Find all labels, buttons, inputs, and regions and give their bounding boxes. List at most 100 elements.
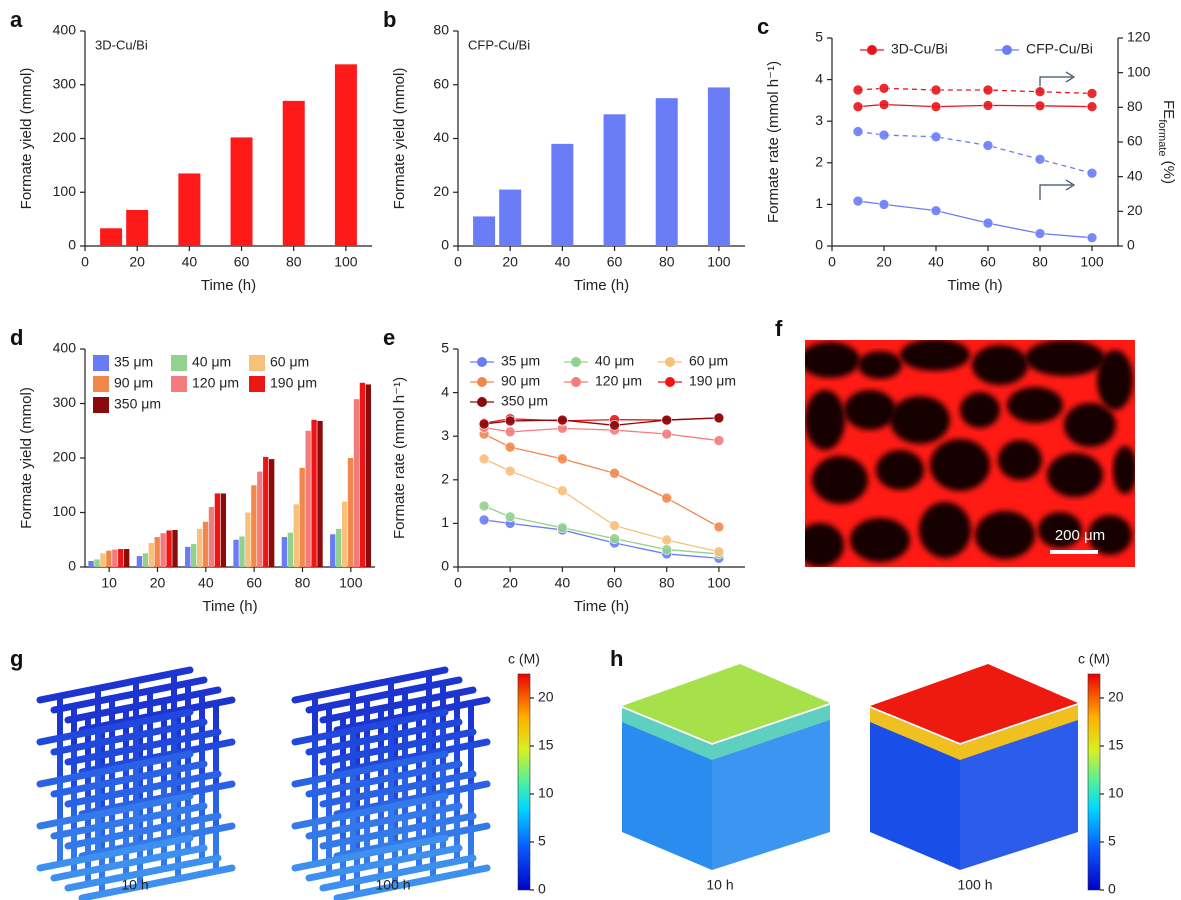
bar xyxy=(342,502,347,567)
y-tick-label: 4 xyxy=(441,383,449,399)
pore xyxy=(919,502,971,558)
x-tick-label: 20 xyxy=(129,254,145,270)
pore xyxy=(998,440,1042,480)
y2-tick-label: 60 xyxy=(1127,133,1143,149)
bar xyxy=(348,458,353,567)
point xyxy=(1087,88,1097,98)
bar xyxy=(473,216,495,246)
x-tick-label: 80 xyxy=(286,254,302,270)
legend-label: 120 μm xyxy=(595,373,642,389)
point xyxy=(853,102,863,112)
x-tick-label: 40 xyxy=(928,254,944,270)
legend-label: 40 μm xyxy=(595,353,634,369)
caption: 100 h xyxy=(957,877,992,893)
bar xyxy=(360,383,365,567)
bar xyxy=(257,472,262,567)
y2-tick-label: 40 xyxy=(1127,167,1143,183)
y-tick-label: 0 xyxy=(68,237,76,253)
bar xyxy=(294,504,299,567)
point xyxy=(610,420,620,430)
y-tick-label: 300 xyxy=(53,394,77,410)
pore xyxy=(1097,350,1133,410)
point xyxy=(983,85,993,95)
point xyxy=(479,454,489,464)
bar xyxy=(155,537,160,567)
bar xyxy=(178,173,200,246)
x-tick-label: 100 xyxy=(707,254,731,270)
point xyxy=(557,523,567,533)
pore xyxy=(890,396,950,444)
point xyxy=(1035,229,1045,239)
legend-marker xyxy=(867,45,877,55)
pore xyxy=(972,345,1028,385)
y-tick-label: 4 xyxy=(815,70,823,86)
bar xyxy=(317,421,322,567)
legend-marker xyxy=(477,397,487,407)
legend-marker xyxy=(477,377,487,387)
bar xyxy=(172,530,177,567)
caption: 10 h xyxy=(121,877,148,893)
point xyxy=(557,415,567,425)
series-line xyxy=(484,459,719,552)
point xyxy=(610,521,620,531)
x-tick-label: 60 xyxy=(980,254,996,270)
y-tick-label: 400 xyxy=(53,22,77,38)
bar xyxy=(288,533,293,567)
point xyxy=(662,415,672,425)
bar xyxy=(149,543,154,567)
legend-label: 60 μm xyxy=(270,354,309,370)
x-tick-label: 60 xyxy=(234,254,250,270)
colorbar-title: c (M) xyxy=(1078,651,1110,667)
legend-label: 350 μm xyxy=(114,396,161,412)
point xyxy=(662,545,672,555)
x-tick-label: 80 xyxy=(659,575,675,591)
series-line xyxy=(858,105,1092,107)
caption: 10 h xyxy=(706,877,733,893)
bar xyxy=(708,87,730,246)
pore xyxy=(960,392,1000,428)
x-tick-label: 20 xyxy=(502,575,518,591)
y-axis-label: Formate rate (mmol h⁻¹) xyxy=(765,61,782,223)
y-axis-label: Formate yield (mmol) xyxy=(18,68,35,210)
bar xyxy=(354,399,359,567)
y-tick-label: 3 xyxy=(441,427,449,443)
bar xyxy=(100,553,105,567)
bar xyxy=(604,114,626,246)
legend-swatch xyxy=(249,376,265,392)
x-tick-label: 0 xyxy=(81,254,89,270)
legend-swatch xyxy=(171,355,187,371)
pore xyxy=(1064,403,1116,447)
point xyxy=(879,199,889,209)
figure: 0100200300400020406080100Time (h)Formate… xyxy=(0,0,1181,900)
bar xyxy=(106,551,111,567)
bar xyxy=(282,537,287,567)
bar xyxy=(239,536,244,567)
series-line xyxy=(484,506,719,554)
bar xyxy=(126,210,148,246)
bar xyxy=(166,530,171,567)
bar xyxy=(335,64,357,246)
point xyxy=(505,512,515,522)
pore xyxy=(796,523,844,567)
y-tick-label: 5 xyxy=(441,340,449,356)
x-tick-label: 10 xyxy=(101,575,117,591)
point xyxy=(479,501,489,511)
y-tick-label: 60 xyxy=(433,75,449,91)
point xyxy=(662,493,672,503)
bar xyxy=(88,561,93,567)
bar xyxy=(366,384,371,567)
x-tick-label: 100 xyxy=(339,575,363,591)
y-tick-label: 200 xyxy=(53,449,77,465)
point xyxy=(714,522,724,532)
lattice xyxy=(295,670,487,898)
y-axis-label: Formate yield (mmol) xyxy=(18,387,35,529)
page: 0100200300400020406080100Time (h)Formate… xyxy=(0,0,1181,900)
pore xyxy=(805,390,845,450)
bar xyxy=(233,540,238,567)
colorbar-tick-label: 20 xyxy=(1108,689,1124,705)
panel-label: d xyxy=(10,325,23,350)
bar xyxy=(551,144,573,246)
x-tick-label: 60 xyxy=(607,575,623,591)
bar xyxy=(185,547,190,567)
y-tick-label: 80 xyxy=(433,22,449,38)
